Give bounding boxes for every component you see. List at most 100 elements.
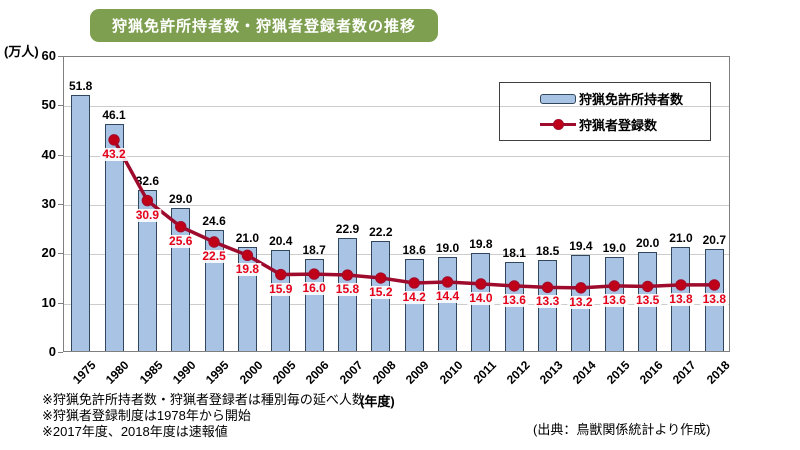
bar-value-label: 20.0 [635, 236, 660, 251]
x-axis-tick-label: 2012 [503, 358, 533, 387]
line-path [112, 139, 715, 290]
line-marker-icon [541, 281, 554, 294]
bar-value-label: 20.4 [269, 234, 293, 249]
legend: 狩猟免許所持者数 狩猟者登録数 [499, 82, 711, 141]
x-axis-tick-label: 2007 [336, 358, 366, 387]
legend-line-label: 狩猟者登録数 [579, 117, 658, 133]
line-value-label: 14.4 [433, 288, 462, 303]
bar-1980 [104, 123, 124, 351]
line-marker-icon [141, 194, 154, 207]
line-marker-icon [108, 134, 120, 146]
bar-value-label: 21.0 [235, 231, 260, 246]
line-marker-icon [208, 236, 220, 248]
x-axis-tick-label: 2000 [236, 358, 266, 387]
line-marker-icon [408, 277, 420, 289]
line-marker-icon [341, 269, 354, 281]
gridline [64, 303, 729, 305]
bar-1985 [137, 190, 157, 351]
line-series-swatch [540, 118, 576, 131]
x-axis-tick-label: 1980 [103, 358, 132, 387]
line-value-label: 15.9 [267, 281, 295, 296]
gridline [64, 254, 729, 256]
legend-bar-label: 狩猟免許所持者数 [579, 92, 684, 108]
line-marker-icon [708, 279, 721, 291]
line-marker-icon [241, 249, 254, 262]
y-axis-unit-label: (万人) [4, 44, 39, 59]
bar-series-swatch [540, 93, 576, 104]
y-axis-tick-label: 50 [41, 97, 56, 113]
source-credit: (出典：鳥獣関係統計より作成) [533, 422, 711, 437]
bar-2006 [304, 258, 324, 351]
x-axis-unit-label: (年度) [360, 394, 395, 409]
bar-value-label: 18.6 [402, 243, 426, 258]
y-axis-tick-mark [58, 253, 63, 255]
bar-value-label: 29.0 [169, 191, 193, 206]
line-marker-icon [675, 279, 687, 291]
bar-value-label: 19.0 [602, 241, 626, 256]
x-axis-tick-label: 2006 [303, 358, 333, 387]
bar-1975 [71, 95, 91, 351]
gridline [64, 205, 729, 206]
bar-value-label: 19.8 [469, 237, 493, 252]
line-value-label: 13.5 [633, 293, 662, 308]
y-axis-tick-mark [58, 204, 63, 205]
line-value-label: 16.0 [300, 281, 328, 296]
line-marker-icon [475, 278, 487, 290]
y-axis-tick-label: 60 [41, 48, 56, 63]
line-value-label: 13.6 [500, 292, 528, 307]
line-value-label: 13.2 [567, 294, 595, 309]
bar-value-label: 19.0 [435, 241, 460, 256]
x-axis-tick-label: 2013 [536, 358, 566, 387]
line-value-label: 30.9 [133, 207, 162, 222]
y-axis-tick-mark [58, 56, 63, 57]
chart-title: 狩猟免許所持者数・狩猟者登録者数の推移 [90, 9, 439, 42]
y-axis-tick-label: 40 [41, 146, 56, 162]
bar-value-label: 24.6 [202, 213, 226, 228]
bar-value-label: 19.4 [569, 239, 593, 254]
line-value-label: 14.0 [467, 290, 495, 305]
legend-item-line: 狩猟者登録数 [540, 115, 710, 134]
y-axis-tick-mark [58, 154, 63, 156]
line-value-label: 25.6 [167, 233, 195, 248]
x-axis-tick-label: 2011 [470, 358, 499, 387]
bar-value-label: 18.7 [302, 242, 326, 257]
x-axis-tick-label: 2016 [636, 358, 666, 387]
bar-value-label: 46.1 [102, 107, 126, 122]
y-axis-tick-label: 0 [48, 344, 56, 359]
x-axis-tick-label: 2009 [403, 358, 433, 387]
line-marker-icon [575, 282, 587, 294]
x-axis-tick-label: 2008 [369, 358, 399, 387]
gridline [64, 106, 729, 108]
footnotes: ※狩猟免許所持者数・狩猟者登録者は種別毎の延べ人数 ※狩猟者登録制度は1978年… [42, 392, 365, 440]
line-marker-icon [441, 276, 454, 288]
line-value-label: 15.2 [367, 285, 395, 299]
footnote-line: ※2017年度、2018年度は速報値 [42, 424, 228, 439]
bar-value-label: 21.0 [669, 231, 693, 246]
y-axis-tick-mark [58, 352, 63, 353]
x-axis-tick-label: 1985 [136, 358, 166, 387]
x-axis-tick-label: 2014 [570, 358, 599, 387]
line-swatch-marker-icon [553, 119, 564, 131]
line-value-label: 13.8 [700, 291, 728, 306]
bar-value-label: 20.7 [702, 232, 726, 247]
gridline [64, 155, 729, 157]
x-axis-tick-label: 2015 [603, 358, 633, 387]
line-value-label: 22.5 [200, 249, 228, 263]
bar-value-label: 51.8 [68, 79, 93, 94]
x-axis-tick-label: 2017 [670, 358, 699, 387]
x-axis-tick-label: 1995 [203, 358, 232, 387]
x-axis-tick-label: 2005 [269, 358, 299, 387]
line-value-label: 13.3 [533, 294, 562, 309]
footnote-line: ※狩猟免許所持者数・狩猟者登録者は種別毎の延べ人数 [42, 392, 365, 407]
bar-value-label: 22.2 [369, 225, 393, 240]
line-value-label: 43.2 [100, 146, 128, 161]
line-value-label: 13.8 [667, 291, 695, 306]
line-series [108, 134, 721, 294]
x-axis-tick-label: 1975 [69, 358, 99, 387]
line-marker-icon [608, 280, 620, 292]
y-axis-tick-mark [58, 105, 63, 107]
line-value-label: 15.8 [333, 282, 362, 297]
line-value-label: 19.8 [233, 262, 262, 277]
bar-value-label: 18.5 [535, 243, 560, 258]
